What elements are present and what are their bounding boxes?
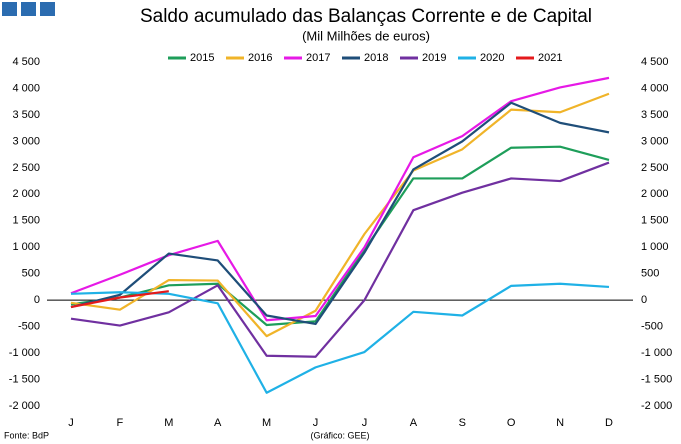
note: (Gráfico: GEE) xyxy=(310,430,369,440)
y2-tick-label: -2 000 xyxy=(641,400,672,412)
y2-tick-label: 1 500 xyxy=(641,215,669,227)
series-line xyxy=(70,290,169,309)
y2-tick-label: 1 000 xyxy=(641,241,669,253)
legend-label: 2021 xyxy=(538,52,562,64)
y2-tick-label: -500 xyxy=(641,321,663,333)
x-tick-label: O xyxy=(507,417,516,429)
x-tick-label: J xyxy=(313,417,319,429)
y-tick-label: 500 xyxy=(22,268,40,280)
series-line xyxy=(70,101,610,326)
y2-tick-label: 500 xyxy=(641,268,659,280)
y-tick-label: -500 xyxy=(18,321,40,333)
x-tick-label: M xyxy=(164,417,173,429)
series-line xyxy=(70,282,610,394)
series-line xyxy=(70,161,610,358)
series-line xyxy=(70,76,610,322)
source: Fonte: BdP xyxy=(4,430,49,440)
x-tick-label: D xyxy=(605,417,613,429)
x-tick-label: A xyxy=(214,417,222,429)
legend-label: 2018 xyxy=(364,52,388,64)
y-tick-label: 1 500 xyxy=(12,215,40,227)
y2-tick-label: 2 000 xyxy=(641,188,669,200)
y-tick-label: 3 000 xyxy=(12,135,40,147)
chart-title: Saldo acumulado das Balanças Corrente e … xyxy=(140,6,592,27)
legend-label: 2016 xyxy=(248,52,272,64)
y2-tick-label: 3 500 xyxy=(641,109,669,121)
x-tick-label: S xyxy=(459,417,466,429)
logo-square xyxy=(40,2,55,16)
y2-tick-label: -1 000 xyxy=(641,347,672,359)
x-tick-label: F xyxy=(117,417,124,429)
y-tick-label: -2 000 xyxy=(9,400,40,412)
legend-label: 2019 xyxy=(422,52,446,64)
y-tick-label: -1 500 xyxy=(9,373,40,385)
y-tick-label: 0 xyxy=(34,294,40,306)
x-tick-label: J xyxy=(68,417,74,429)
series-line xyxy=(70,92,610,338)
y-tick-label: -1 000 xyxy=(9,347,40,359)
x-tick-label: J xyxy=(362,417,368,429)
x-tick-label: A xyxy=(410,417,418,429)
y2-tick-label: 3 000 xyxy=(641,135,669,147)
y2-tick-label: 2 500 xyxy=(641,162,669,174)
y-tick-label: 4 500 xyxy=(12,56,40,68)
legend-label: 2015 xyxy=(190,52,214,64)
legend-label: 2017 xyxy=(306,52,330,64)
y2-tick-label: -1 500 xyxy=(641,373,672,385)
series-line xyxy=(70,145,610,327)
logo-square xyxy=(2,2,17,16)
y-tick-label: 4 000 xyxy=(12,82,40,94)
logo-square xyxy=(21,2,36,16)
legend-label: 2020 xyxy=(480,52,504,64)
chart-subtitle: (Mil Milhões de euros) xyxy=(302,28,430,43)
y2-tick-label: 4 500 xyxy=(641,56,669,68)
y2-tick-label: 4 000 xyxy=(641,82,669,94)
y-tick-label: 3 500 xyxy=(12,109,40,121)
y-tick-label: 2 000 xyxy=(12,188,40,200)
x-tick-label: M xyxy=(262,417,271,429)
y-tick-label: 2 500 xyxy=(12,162,40,174)
y-tick-label: 1 000 xyxy=(12,241,40,253)
x-tick-label: N xyxy=(556,417,564,429)
y2-tick-label: 0 xyxy=(641,294,647,306)
